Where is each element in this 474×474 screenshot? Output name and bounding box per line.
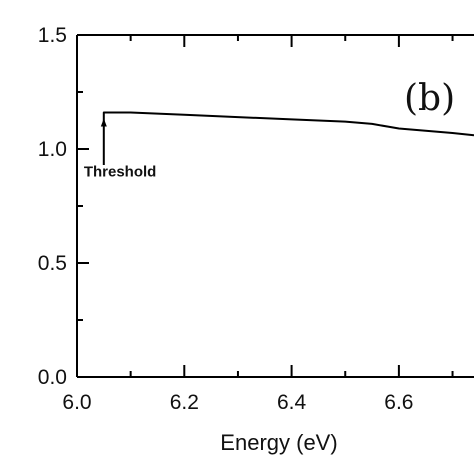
- threshold-arrowhead: [100, 118, 107, 127]
- y-tick-label: 0.0: [38, 366, 67, 389]
- annotations: Threshold: [84, 118, 157, 180]
- y-tick-label: 1.5: [38, 24, 67, 47]
- x-tick-label: 6.2: [170, 391, 199, 414]
- x-tick-label: 6.6: [384, 391, 413, 414]
- threshold-label: Threshold: [84, 163, 157, 180]
- y-tick-label: 1.0: [38, 138, 67, 161]
- series: [102, 111, 474, 165]
- x-tick-label: 6.0: [62, 391, 91, 414]
- panel-label: (b): [404, 78, 455, 119]
- series-line: [102, 111, 474, 165]
- x-axis-title: Energy (eV): [220, 430, 337, 455]
- x-tick-label: 6.4: [277, 391, 307, 414]
- y-tick-label: 0.5: [38, 252, 67, 275]
- ticks: 6.0 6.2 6.4 6.6 0.0 0.5 1.0 1.5: [38, 24, 454, 414]
